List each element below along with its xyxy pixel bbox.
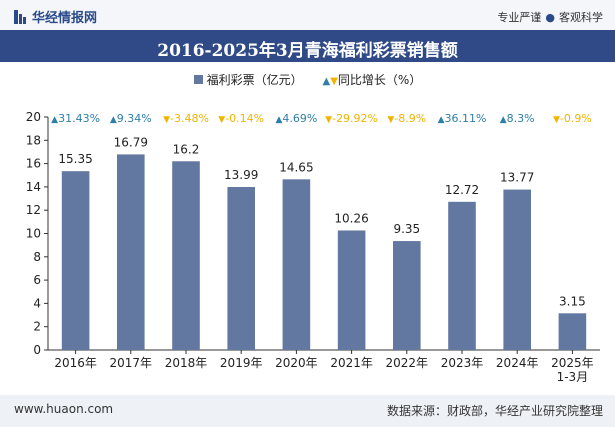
legend-label-bar: 福利彩票（亿元） bbox=[206, 73, 303, 87]
y-tick-label: 20 bbox=[26, 110, 41, 124]
top-bar: 华经情报网 专业严谨 ● 客观科学 bbox=[0, 0, 615, 30]
yoy-label: ▲8.3% bbox=[500, 112, 535, 125]
yoy-value: 31.43% bbox=[58, 112, 100, 125]
triangle-down-icon: ▼ bbox=[387, 115, 394, 125]
logo-text: 华经情报网 bbox=[32, 11, 98, 26]
triangle-down-icon: ▼ bbox=[325, 115, 332, 125]
x-tick-label: 2023年 bbox=[441, 356, 484, 370]
yoy-label: ▲9.34% bbox=[110, 112, 152, 125]
title-band bbox=[0, 30, 615, 62]
bar-value-label: 10.26 bbox=[334, 211, 368, 225]
legend-item-yoy: ▲▼同比增长（%） bbox=[323, 73, 422, 87]
y-tick-label: 16 bbox=[26, 157, 41, 171]
x-tick-label: 2022年 bbox=[386, 356, 429, 370]
y-tick-label: 6 bbox=[33, 273, 41, 287]
y-tick-label: 10 bbox=[26, 227, 41, 241]
triangle-down-icon: ▼ bbox=[553, 115, 560, 125]
x-tick-label: 2019年 bbox=[220, 356, 263, 370]
yoy-value: -0.9% bbox=[560, 112, 592, 125]
bar-value-label: 13.99 bbox=[224, 168, 258, 182]
bar-value-label: 3.15 bbox=[559, 294, 586, 308]
legend-swatch bbox=[193, 75, 203, 84]
triangle-up-icon: ▲ bbox=[500, 115, 507, 125]
yoy-value: 9.34% bbox=[117, 112, 152, 125]
y-tick-label: 2 bbox=[33, 320, 41, 334]
y-tick-label: 4 bbox=[33, 296, 41, 310]
y-tick-label: 8 bbox=[33, 250, 41, 264]
yoy-value: 36.11% bbox=[444, 112, 486, 125]
bar bbox=[227, 187, 255, 350]
yoy-value: -8.9% bbox=[394, 112, 426, 125]
triangle-up-icon: ▲ bbox=[110, 115, 117, 125]
x-tick-label: 2018年 bbox=[165, 356, 208, 370]
legend-label-yoy: 同比增长（%） bbox=[337, 73, 422, 87]
bar bbox=[503, 189, 531, 350]
legend: 福利彩票（亿元） ▲▼同比增长（%） bbox=[0, 71, 615, 88]
x-tick-label: 1-3月 bbox=[557, 370, 589, 384]
bar bbox=[558, 313, 587, 350]
bar bbox=[282, 179, 311, 350]
logo: 华经情报网 bbox=[14, 7, 97, 26]
x-tick-label: 2025年 bbox=[551, 356, 594, 370]
bar bbox=[172, 161, 200, 350]
bar-value-label: 12.72 bbox=[445, 183, 479, 197]
tagline-left: 专业严谨 bbox=[497, 11, 542, 24]
yoy-label: ▼-0.9% bbox=[553, 112, 592, 125]
x-tick-label: 2016年 bbox=[54, 356, 97, 370]
y-tick-label: 18 bbox=[26, 133, 41, 147]
label-layer: 15.35▲31.43%16.79▲9.34%16.2▼-3.48%13.99▼… bbox=[51, 112, 592, 308]
footer-source: 数据来源：财政部，华经产业研究院整理 bbox=[386, 404, 603, 418]
bar bbox=[448, 201, 476, 350]
triangle-up-icon: ▲ bbox=[438, 115, 445, 125]
footer-site: www.huaon.com bbox=[14, 402, 114, 416]
tagline-right: 客观科学 bbox=[559, 11, 603, 24]
bar bbox=[337, 230, 366, 350]
bar bbox=[393, 241, 421, 350]
chart-title: 2016-2025年3月青海福利彩票销售额 bbox=[157, 41, 458, 61]
yoy-label: ▲4.69% bbox=[275, 112, 317, 125]
yoy-value: -29.92% bbox=[332, 112, 378, 125]
bullet-icon: ● bbox=[545, 11, 555, 24]
triangle-up-icon: ▲ bbox=[322, 76, 331, 87]
yoy-label: ▼-0.14% bbox=[218, 112, 264, 125]
triangle-down-icon: ▼ bbox=[163, 115, 170, 125]
yoy-label: ▼-8.9% bbox=[387, 112, 426, 125]
bar-value-label: 13.77 bbox=[500, 171, 534, 185]
bar-value-label: 16.2 bbox=[173, 142, 200, 156]
bar-value-label: 14.65 bbox=[279, 160, 313, 174]
logo-icon bbox=[14, 10, 26, 24]
yoy-value: 4.69% bbox=[282, 112, 317, 125]
yoy-label: ▼-3.48% bbox=[163, 112, 209, 125]
yoy-value: -0.14% bbox=[225, 112, 264, 125]
legend-item-bar: 福利彩票（亿元） bbox=[193, 73, 303, 87]
y-tick-label: 12 bbox=[26, 203, 41, 217]
tagline: 专业严谨 ● 客观科学 bbox=[497, 9, 603, 25]
x-tick-label: 2021年 bbox=[330, 356, 373, 370]
yoy-label: ▼-29.92% bbox=[325, 112, 378, 125]
y-tick-label: 0 bbox=[33, 343, 41, 357]
bar bbox=[117, 154, 145, 350]
bar-chart: 0 2 4 6 8 10 12 14 16 18 20 2016年 2017年 2018年 2019年 202… bbox=[26, 110, 600, 384]
yoy-value: 8.3% bbox=[507, 112, 535, 125]
yoy-label: ▲36.11% bbox=[438, 112, 487, 125]
x-tick-label: 2020年 bbox=[275, 356, 318, 370]
yoy-value: -3.48% bbox=[170, 112, 209, 125]
bar-value-label: 16.79 bbox=[114, 135, 148, 149]
triangle-up-icon: ▲ bbox=[275, 115, 282, 125]
triangle-down-icon: ▼ bbox=[218, 115, 225, 125]
triangle-down-icon: ▼ bbox=[330, 76, 338, 87]
triangle-up-icon: ▲ bbox=[51, 115, 58, 125]
yoy-label: ▲31.43% bbox=[51, 112, 100, 125]
bar bbox=[61, 171, 90, 350]
bar-value-label: 9.35 bbox=[393, 222, 420, 236]
x-tick-label: 2017年 bbox=[110, 356, 153, 370]
footer-band bbox=[0, 395, 615, 427]
y-tick-label: 14 bbox=[26, 180, 41, 194]
bar-layer bbox=[61, 154, 587, 350]
bar-value-label: 15.35 bbox=[58, 152, 92, 166]
x-tick-label: 2024年 bbox=[496, 356, 539, 370]
